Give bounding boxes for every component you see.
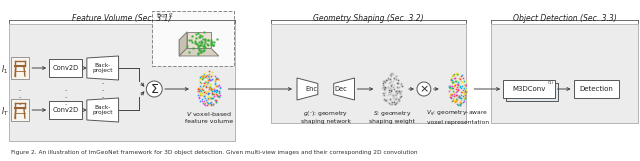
Bar xyxy=(573,80,619,98)
Text: $\times$: $\times$ xyxy=(419,84,429,94)
Text: .
.
.: . . . xyxy=(65,86,67,106)
Text: $I_1$: $I_1$ xyxy=(1,63,8,76)
Polygon shape xyxy=(187,32,211,48)
Text: M3DConv: M3DConv xyxy=(512,86,546,92)
Bar xyxy=(10,57,29,79)
Text: Figure 2. An illustration of ImGeoNet framework for 3D object detection. Given m: Figure 2. An illustration of ImGeoNet fr… xyxy=(10,150,417,155)
Bar xyxy=(49,101,82,119)
Text: .
.
.: . . . xyxy=(19,86,20,106)
Polygon shape xyxy=(179,48,219,56)
Circle shape xyxy=(417,82,431,96)
Polygon shape xyxy=(179,32,187,56)
Text: $V$ voxel-based
feature volume: $V$ voxel-based feature volume xyxy=(185,110,233,124)
Text: Back-
project: Back- project xyxy=(92,105,113,115)
Text: Geometry Shaping (Sec. 3.2): Geometry Shaping (Sec. 3.2) xyxy=(313,14,424,23)
Text: $I_T$: $I_T$ xyxy=(1,105,8,118)
Circle shape xyxy=(147,81,162,97)
Text: Eq. 2: Eq. 2 xyxy=(157,13,173,18)
Bar xyxy=(10,99,29,121)
Bar xyxy=(506,83,557,101)
Text: Detection: Detection xyxy=(579,86,613,92)
Text: $V_g$: geometry-aware
voxel representation: $V_g$: geometry-aware voxel representati… xyxy=(426,109,489,125)
Bar xyxy=(492,24,638,123)
Polygon shape xyxy=(297,78,318,100)
Bar xyxy=(49,59,82,77)
Text: $S$: geometry
shaping weight: $S$: geometry shaping weight xyxy=(369,109,415,124)
Text: $\Sigma$: $\Sigma$ xyxy=(150,82,159,95)
Bar xyxy=(271,24,465,123)
Text: (1): (1) xyxy=(548,81,554,85)
Text: Enc: Enc xyxy=(305,86,317,92)
Text: Conv2D: Conv2D xyxy=(52,107,79,113)
Bar xyxy=(503,80,555,98)
Polygon shape xyxy=(87,98,118,122)
Text: .
.
.: . . . xyxy=(102,79,104,99)
Text: $g(\cdot)$: geometry
shaping network: $g(\cdot)$: geometry shaping network xyxy=(301,109,351,124)
Polygon shape xyxy=(333,78,355,100)
Text: Back-
project: Back- project xyxy=(92,63,113,73)
Text: Feature Volume (Sec. 3.1): Feature Volume (Sec. 3.1) xyxy=(72,14,172,23)
Polygon shape xyxy=(87,56,118,80)
Text: Object Detection (Sec. 3.3): Object Detection (Sec. 3.3) xyxy=(513,14,616,23)
Text: Conv2D: Conv2D xyxy=(52,65,79,71)
Text: Dec: Dec xyxy=(334,86,347,92)
Bar xyxy=(152,11,234,66)
Bar xyxy=(8,24,234,141)
